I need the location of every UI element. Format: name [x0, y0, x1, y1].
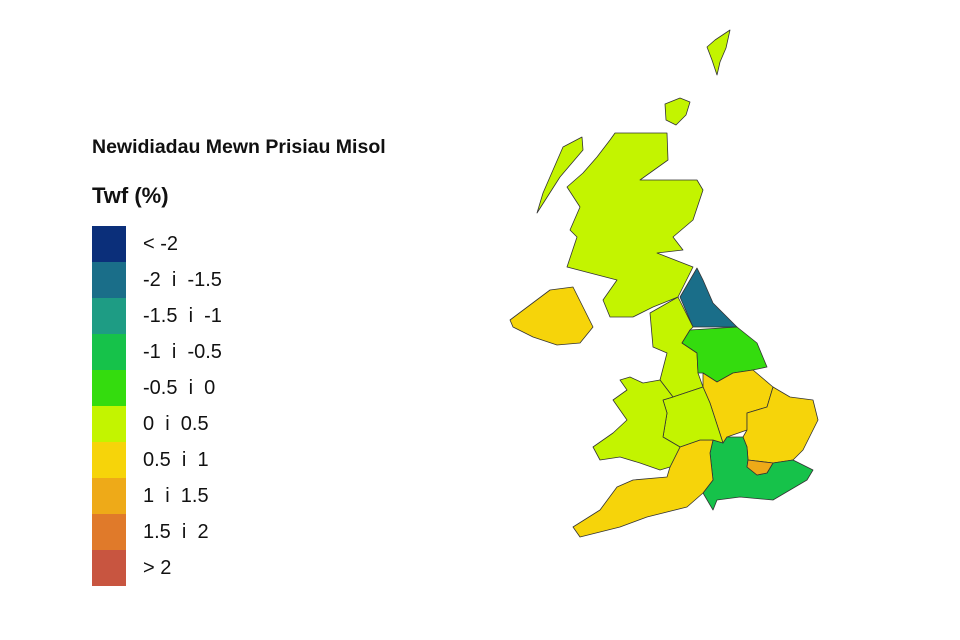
- legend-title: Twf (%): [92, 183, 169, 208]
- legend-label: 1.5 i 2: [143, 520, 209, 543]
- legend-label: -1.5 i -1: [143, 304, 222, 327]
- region-london[interactable]: [746, 459, 774, 476]
- region-scotland-shetland[interactable]: [706, 29, 731, 76]
- legend-item: -1 i -0.5: [92, 334, 222, 370]
- legend-item: -1.5 i -1: [92, 298, 222, 334]
- map-title: Newidiadau Mewn Prisiau Misol: [92, 136, 386, 158]
- legend-swatch: [92, 262, 126, 298]
- legend-label: -0.5 i 0: [143, 376, 216, 399]
- legend-swatch: [92, 514, 126, 550]
- legend-item: 1.5 i 2: [92, 514, 222, 550]
- legend-label: < -2: [143, 232, 179, 255]
- region-northern-ireland[interactable]: [509, 286, 594, 346]
- legend-label: 0 i 0.5: [143, 412, 209, 435]
- legend-swatch: [92, 334, 126, 370]
- legend-label: -1 i -0.5: [143, 340, 222, 363]
- legend-swatch: [92, 370, 126, 406]
- legend-swatch: [92, 298, 126, 334]
- legend-label: -2 i -1.5: [143, 268, 222, 291]
- legend-item: < -2: [92, 226, 222, 262]
- legend-item: -2 i -1.5: [92, 262, 222, 298]
- legend-swatch: [92, 478, 126, 514]
- legend-swatch: [92, 442, 126, 478]
- legend-label: 1 i 1.5: [143, 484, 209, 507]
- legend-item: > 2: [92, 550, 222, 586]
- legend-item: -0.5 i 0: [92, 370, 222, 406]
- region-south-east[interactable]: [702, 436, 814, 511]
- region-scotland[interactable]: [566, 132, 704, 318]
- legend-label: 0.5 i 1: [143, 448, 209, 471]
- legend-swatch: [92, 550, 126, 586]
- legend-swatch: [92, 226, 126, 262]
- region-scotland-orkney[interactable]: [664, 97, 691, 126]
- legend-item: 0.5 i 1: [92, 442, 222, 478]
- region-scotland-outer-hebrides[interactable]: [536, 136, 584, 214]
- legend-swatch: [92, 406, 126, 442]
- legend: < -2 -2 i -1.5 -1.5 i -1 -1 i -0.5 -0.5 i 0 0…: [92, 226, 222, 586]
- legend-item: 1 i 1.5: [92, 478, 222, 514]
- region-wales[interactable]: [592, 376, 681, 471]
- legend-label: > 2: [143, 556, 172, 579]
- legend-item: 0 i 0.5: [92, 406, 222, 442]
